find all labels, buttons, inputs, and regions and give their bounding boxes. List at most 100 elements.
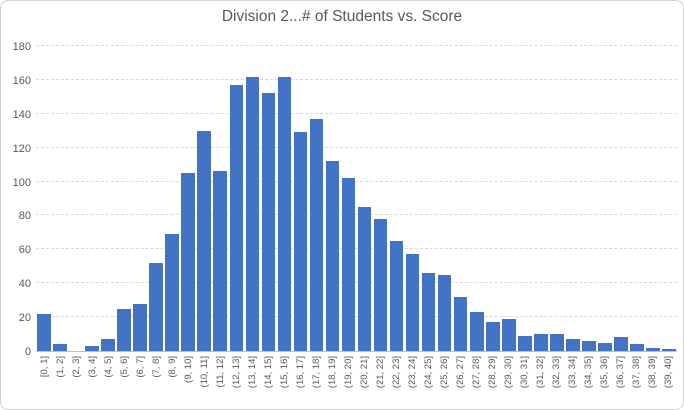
- y-tick-label: 20: [18, 312, 31, 325]
- bar: [550, 334, 564, 351]
- bar: [373, 218, 388, 351]
- bar: [277, 76, 292, 351]
- x-tick-label: (26, 27]: [455, 356, 467, 389]
- x-tick-label: (15, 16]: [278, 356, 290, 389]
- x-tick-label: (7, 8]: [150, 356, 162, 378]
- x-tick-label: (1, 2]: [54, 356, 66, 378]
- x-tick-label: (30, 31]: [519, 356, 531, 389]
- bar: [517, 335, 532, 351]
- gridline: [36, 282, 677, 284]
- bar: [405, 254, 420, 351]
- bar: [133, 303, 147, 351]
- gridline: [36, 248, 677, 250]
- x-tick-label: (16, 17]: [294, 356, 306, 389]
- bar: [485, 322, 500, 351]
- x-tick-label: (9, 10]: [182, 356, 194, 383]
- x-tick-label: (39, 40]: [663, 356, 675, 389]
- bar: [85, 345, 99, 351]
- y-tick-label: 120: [12, 142, 31, 155]
- y-tick-label: 100: [12, 176, 31, 189]
- x-tick-label: (38, 39]: [647, 356, 659, 389]
- x-tick-label: (18, 19]: [326, 356, 338, 389]
- gridline: [36, 78, 677, 80]
- y-axis: 0 20 40 60 80 100 120 140 160 180: [1, 41, 31, 358]
- x-tick-label: (14, 15]: [262, 356, 274, 389]
- x-tick-label: [0, 1]: [38, 356, 50, 378]
- x-tick-label: (5, 6]: [118, 356, 130, 378]
- bar: [197, 130, 212, 351]
- bar: [37, 313, 51, 351]
- x-tick-label: (22, 23]: [391, 356, 403, 389]
- x-tick-label: (4, 5]: [102, 356, 114, 378]
- y-tick-label: 80: [18, 210, 31, 223]
- x-tick-label: (20, 21]: [359, 356, 370, 389]
- gridline: [36, 180, 677, 182]
- bar: [646, 347, 660, 351]
- bar: [149, 262, 163, 351]
- gridline: [36, 112, 677, 114]
- bar: [533, 334, 548, 351]
- x-tick-label: (21, 22]: [375, 356, 387, 389]
- x-tick-label: (33, 34]: [567, 356, 579, 389]
- bar: [566, 339, 580, 351]
- y-tick-label: 160: [12, 74, 31, 87]
- y-tick-label: 60: [18, 244, 31, 257]
- x-tick-label: (2, 3]: [70, 356, 82, 378]
- x-tick-label: (24, 25]: [423, 356, 435, 389]
- x-tick-label: (13, 14]: [246, 356, 258, 389]
- gridline: [36, 316, 677, 318]
- bar: [389, 240, 404, 351]
- chart-title: Division 2...# of Students vs. Score: [221, 8, 463, 25]
- gridline: [36, 45, 677, 46]
- bar: [325, 161, 340, 351]
- bar: [357, 206, 372, 351]
- x-tick-label: (17, 18]: [310, 356, 322, 389]
- bar: [165, 234, 180, 351]
- x-tick-label: (37, 38]: [631, 356, 643, 389]
- x-tick-label: (12, 13]: [230, 356, 242, 389]
- x-tick-label: (19, 20]: [342, 356, 354, 389]
- x-tick-label: (3, 4]: [86, 356, 98, 378]
- gridline: [36, 214, 677, 216]
- x-axis: [0, 1] (1, 2] (2, 3] (3, 4] (4, 5] (5, 6] (6, …: [36, 356, 677, 410]
- bar: [309, 118, 324, 351]
- x-tick-label: (10, 11]: [198, 356, 210, 388]
- x-tick-label: (29, 30]: [503, 356, 515, 389]
- bar: [213, 171, 228, 351]
- bar: [630, 344, 644, 351]
- x-tick-label: (23, 24]: [407, 356, 419, 389]
- x-tick-label: (25, 26]: [439, 356, 451, 389]
- x-tick-label: (11, 12]: [214, 356, 226, 388]
- bar: [341, 178, 356, 351]
- bar: [261, 93, 276, 351]
- bar: [598, 342, 612, 351]
- x-tick-label: (6, 7]: [134, 356, 146, 378]
- bar: [245, 76, 260, 351]
- x-tick-label: (35, 36]: [599, 356, 611, 389]
- bar: [181, 173, 196, 351]
- bar: [453, 296, 468, 351]
- bar: [501, 318, 516, 351]
- bar: [662, 349, 676, 351]
- bar: [614, 337, 628, 351]
- x-tick-label: (28, 29]: [487, 356, 499, 389]
- x-tick-label: (31, 32]: [535, 356, 547, 389]
- plot-area: [36, 45, 677, 352]
- bar: [101, 339, 115, 351]
- x-tick-label: (34, 35]: [583, 356, 595, 389]
- bar: [469, 312, 484, 351]
- bar: [229, 84, 244, 351]
- bar: [293, 132, 308, 351]
- y-tick-label: 180: [12, 41, 31, 53]
- bar: [437, 274, 452, 351]
- gridline: [36, 146, 677, 148]
- x-tick-label: (27, 28]: [471, 356, 483, 389]
- x-tick-label: (36, 37]: [615, 356, 627, 389]
- bar: [53, 344, 67, 351]
- bar: [582, 340, 596, 351]
- bar: [421, 273, 436, 351]
- y-tick-label: 140: [12, 108, 31, 121]
- bar: [117, 308, 131, 351]
- y-tick-label: 40: [18, 278, 31, 291]
